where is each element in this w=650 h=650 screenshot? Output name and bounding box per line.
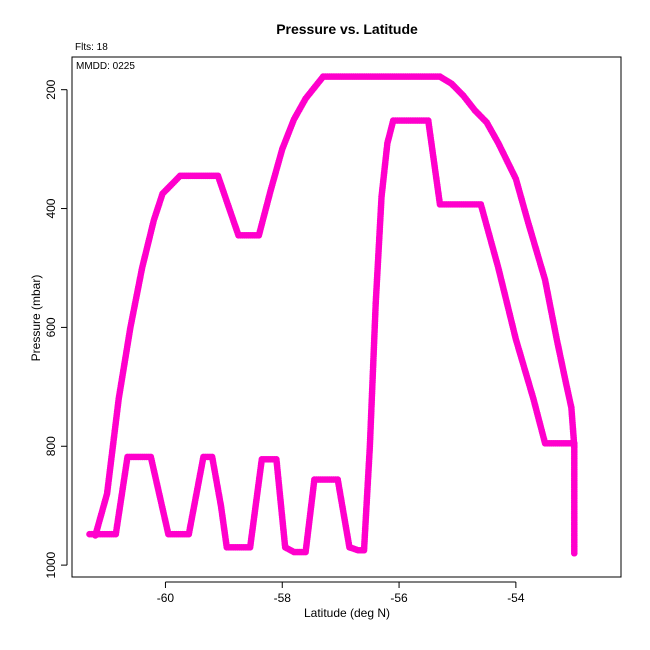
chart-title: Pressure vs. Latitude xyxy=(276,21,418,37)
x-axis: -60 -58 -56 -54 xyxy=(157,581,525,605)
date-annotation: MMDD: 0225 xyxy=(76,61,135,72)
data-points-layer xyxy=(86,73,578,557)
x-axis-label: Latitude (deg N) xyxy=(304,606,390,620)
x-tick-label: -54 xyxy=(507,591,525,605)
plot-frame xyxy=(71,56,622,578)
x-tick-label: -58 xyxy=(274,591,292,605)
y-axis: 200 400 600 800 1000 xyxy=(44,79,68,578)
flights-annotation: Flts: 18 xyxy=(75,42,108,53)
data-point xyxy=(570,549,578,557)
y-axis-label: Pressure (mbar) xyxy=(29,275,43,362)
y-tick-label: 400 xyxy=(44,198,58,218)
y-tick-label: 1000 xyxy=(44,551,58,578)
x-tick-label: -60 xyxy=(157,591,175,605)
y-tick-label: 600 xyxy=(44,317,58,337)
x-tick-label: -56 xyxy=(390,591,408,605)
y-tick-label: 200 xyxy=(44,79,58,99)
y-tick-label: 800 xyxy=(44,436,58,456)
